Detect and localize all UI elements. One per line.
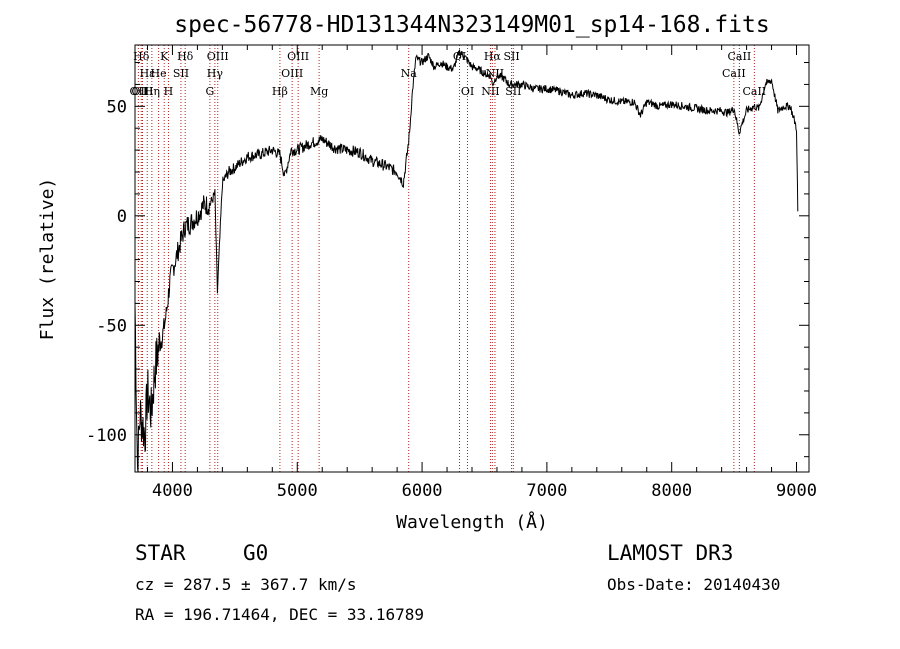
y-tick-label: 50 <box>107 97 127 117</box>
y-axis-label: Flux (relative) <box>37 178 58 341</box>
y-axis-ticks: -100 -50 0 50 <box>86 62 809 458</box>
coordinates: RA = 196.71464, DEC = 33.16789 <box>135 605 424 624</box>
line-label: He <box>151 67 167 80</box>
x-axis-label: Wavelength (Å) <box>396 511 548 533</box>
redshift-velocity: cz = 287.5 ± 367.7 km/s <box>135 575 357 594</box>
x-tick-label: 4000 <box>152 481 193 501</box>
line-label: Hδ <box>177 50 194 63</box>
survey-name: LAMOST DR3 <box>607 541 733 565</box>
line-label: Hε <box>140 67 156 80</box>
line-label: CaII <box>722 67 746 80</box>
chart-title: spec-56778-HD131344N323149M01_sp14-168.f… <box>174 12 769 38</box>
line-label: CaII <box>728 50 752 63</box>
line-label: OI <box>461 85 474 98</box>
spectral-line-markers <box>137 45 755 472</box>
y-tick-label: -100 <box>86 426 127 446</box>
line-label: Hβ <box>272 85 288 98</box>
spectrum-line <box>134 49 799 473</box>
x-tick-label: 9000 <box>776 481 817 501</box>
line-label: Na <box>401 67 418 80</box>
line-label: Mg <box>310 85 328 98</box>
line-label: H <box>164 85 174 98</box>
line-label: OIII <box>287 50 309 63</box>
line-label: Hη <box>144 85 160 98</box>
line-label: NII <box>481 85 499 98</box>
line-label: Hγ <box>207 67 224 80</box>
observation-date: Obs-Date: 20140430 <box>607 575 780 594</box>
line-label: SII <box>503 50 519 63</box>
x-tick-label: 7000 <box>526 481 567 501</box>
object-subclass: G0 <box>243 541 268 565</box>
line-label: Hδ <box>133 50 150 63</box>
plot-frame <box>134 44 810 473</box>
spectral-line-labels: OII Hδ OIII Hε Hη He K H SII Hδ G Hγ OIII Hβ OIII OIII M… <box>130 50 767 98</box>
line-label: OII <box>130 85 148 98</box>
line-label: CaII <box>742 85 766 98</box>
x-axis-ticks: 4000 5000 6000 7000 8000 9000 <box>146 45 817 501</box>
y-tick-label: 0 <box>117 207 127 227</box>
line-label: K <box>160 50 169 63</box>
line-label: OIII <box>281 67 303 80</box>
x-tick-label: 6000 <box>402 481 443 501</box>
x-tick-label: 5000 <box>277 481 318 501</box>
line-label: SII <box>173 67 189 80</box>
object-class: STAR <box>135 541 186 565</box>
line-label: OIII <box>131 85 153 98</box>
x-tick-label: 8000 <box>651 481 692 501</box>
line-label: OIII <box>207 50 229 63</box>
line-label: Hα <box>484 50 502 63</box>
y-tick-label: -50 <box>96 316 127 336</box>
line-label: G <box>205 85 214 98</box>
